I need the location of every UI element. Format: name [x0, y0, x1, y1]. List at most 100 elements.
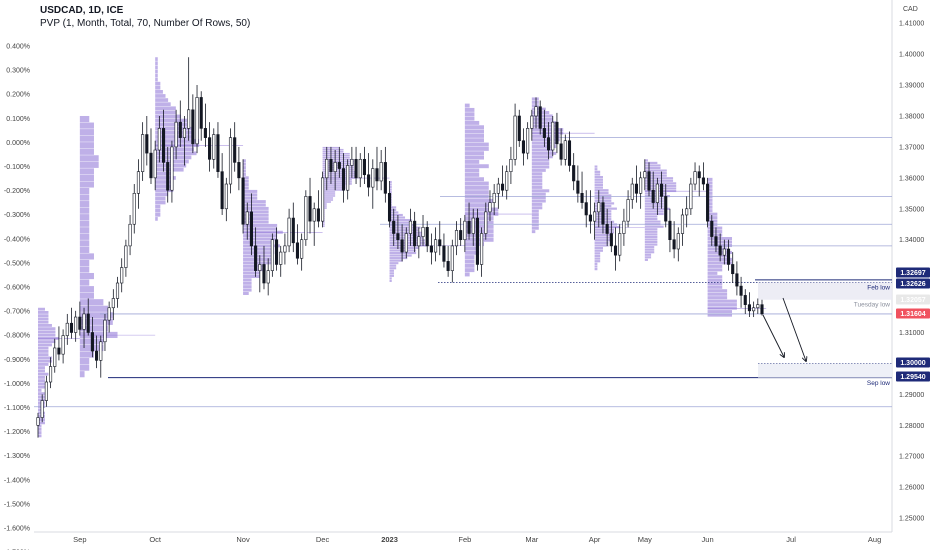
volume-profile-bar	[644, 172, 667, 175]
volume-profile-bar	[155, 192, 169, 197]
volume-profile-bar	[594, 262, 598, 265]
candle-body	[36, 417, 40, 426]
volume-profile-bar	[38, 375, 45, 379]
volume-profile-bar	[243, 240, 275, 244]
volume-profile-bar	[38, 311, 49, 314]
candle-body	[463, 220, 467, 241]
volume-profile-bar	[464, 159, 480, 164]
candle-body	[228, 137, 233, 185]
volume-profile-bar	[464, 268, 475, 273]
candle-body	[601, 202, 605, 225]
candle-body	[676, 233, 680, 250]
indicator-legend[interactable]: PVP (1, Month, Total, 70, Number Of Rows…	[40, 18, 251, 29]
candle-body	[262, 264, 266, 284]
volume-profile-bar	[707, 264, 723, 268]
volume-profile-bar	[594, 241, 609, 244]
projection-arrow	[762, 314, 784, 357]
candle-body	[82, 313, 86, 330]
volume-profile-bar	[79, 194, 90, 201]
volume-profile-bar	[464, 142, 489, 147]
volume-profile-bar	[322, 199, 334, 201]
volume-profile-bar	[155, 171, 174, 176]
volume-profile-bar	[79, 292, 94, 299]
volume-profile-bar	[243, 183, 249, 187]
volume-profile-bar	[322, 189, 344, 191]
volume-profile-bar	[594, 170, 601, 173]
volume-profile-bar	[243, 271, 261, 275]
volume-profile-bar	[531, 199, 546, 203]
volume-profile-bar	[707, 292, 728, 296]
candle-body	[237, 162, 241, 179]
volume-profile-bar	[79, 129, 94, 136]
percent-tick-label: -0.300%	[4, 212, 30, 219]
volume-profile-bar	[644, 215, 658, 218]
volume-profile-bar	[389, 259, 403, 262]
candle-body	[509, 158, 513, 172]
candle-body	[668, 220, 672, 241]
volume-profile-bar	[464, 164, 489, 169]
candle-body	[120, 267, 124, 284]
volume-profile-bar	[38, 346, 49, 350]
symbol-title[interactable]: USDCAD, 1D, ICE	[40, 5, 124, 16]
percent-tick-label: 0.300%	[6, 68, 30, 75]
volume-profile-bar	[594, 268, 598, 271]
candle-body	[74, 316, 78, 333]
volume-profile-bar	[389, 262, 399, 265]
volume-profile-bar	[644, 248, 655, 251]
candle-body	[496, 183, 500, 194]
candle-body	[182, 128, 187, 138]
volume-profile-bar	[155, 118, 189, 123]
volume-profile-bar	[389, 272, 394, 275]
candle-body	[220, 171, 224, 210]
volume-profile-bar	[707, 209, 713, 213]
candle-body	[425, 227, 429, 247]
candle-body	[701, 177, 705, 185]
volume-profile-bar	[707, 226, 723, 230]
percent-tick-label: -0.100%	[4, 164, 30, 171]
volume-profile-bar	[322, 152, 350, 155]
volume-profile-bar	[464, 155, 484, 160]
volume-profile-bar	[79, 161, 99, 168]
month-tick-label: Aug	[868, 535, 881, 544]
price-badge-label: 1.31604	[900, 311, 925, 318]
candle-body	[538, 106, 542, 129]
volume-profile-bar	[243, 186, 249, 190]
candle-body	[333, 162, 337, 172]
volume-profile-bar	[389, 251, 417, 255]
candle-body	[254, 245, 258, 271]
volume-profile-bar	[464, 198, 494, 203]
candle-body	[471, 217, 475, 234]
candle-body	[241, 177, 245, 225]
candle-body	[350, 158, 354, 166]
candle-body	[78, 316, 82, 330]
candle-body	[480, 233, 484, 265]
percent-tick-label: -1.200%	[4, 429, 30, 436]
candle-body	[618, 233, 622, 256]
volume-profile-bar	[464, 129, 484, 134]
percent-tick-label: -0.500%	[4, 260, 30, 267]
candle-body	[417, 236, 421, 247]
volume-profile-bar	[322, 148, 344, 151]
volume-profile-bar	[155, 90, 163, 94]
candle-body	[655, 183, 659, 203]
volume-profile-bar	[155, 73, 158, 78]
candle-body	[454, 230, 459, 247]
candle-body	[622, 220, 626, 234]
candle-body	[559, 143, 563, 160]
volume-profile-bar	[322, 156, 350, 159]
volume-profile-bar	[531, 172, 543, 176]
volume-profile-bar	[38, 421, 45, 425]
candle-body	[295, 242, 300, 259]
candle-body	[639, 177, 643, 194]
volume-profile-bar	[464, 203, 489, 208]
volume-profile-bar	[644, 210, 664, 213]
month-tick-label: May	[638, 535, 652, 544]
volume-profile-bar	[707, 296, 728, 300]
candle-body	[203, 128, 207, 138]
candle-body	[672, 239, 676, 250]
volume-profile-bar	[707, 216, 718, 220]
volume-profile-bar	[38, 424, 42, 428]
candle-body	[685, 208, 689, 216]
candle-body	[132, 193, 136, 225]
